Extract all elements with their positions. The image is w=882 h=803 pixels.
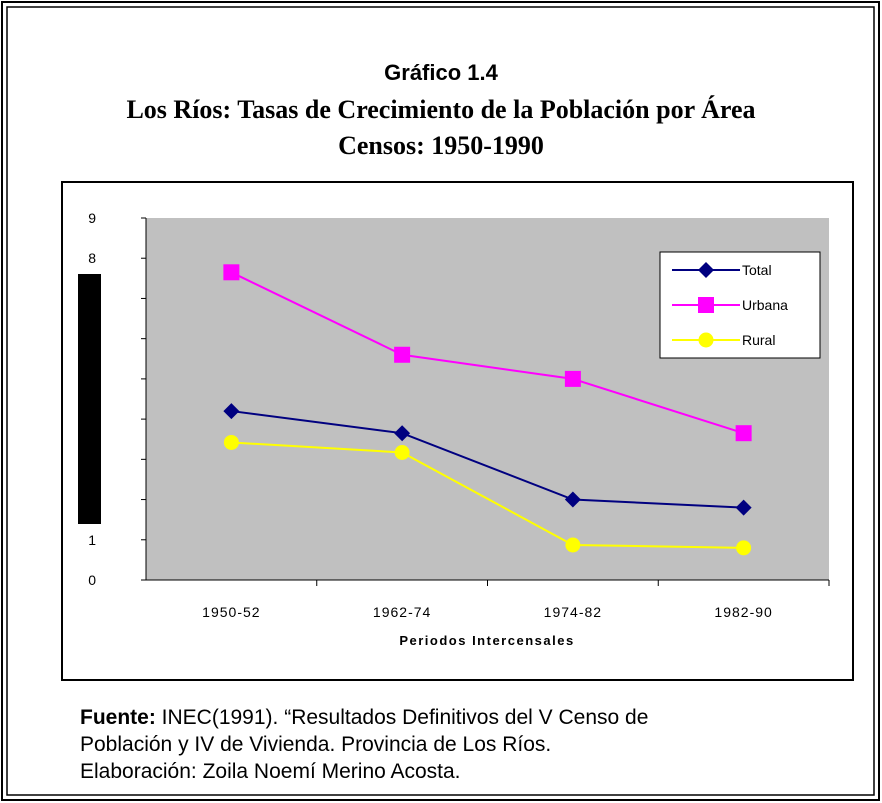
y-tick-label: 6 bbox=[88, 331, 96, 347]
data-point bbox=[394, 425, 411, 442]
data-point bbox=[564, 370, 581, 387]
x-tick-label: 1974-82 bbox=[544, 604, 602, 620]
data-point bbox=[735, 499, 752, 516]
source-label: Fuente: bbox=[80, 706, 156, 729]
legend-marker bbox=[698, 262, 714, 278]
chart-title: Gráfico 1.4 bbox=[384, 60, 498, 85]
chart-subtitle: Los Ríos: Tasas de Crecimiento de la Pob… bbox=[126, 95, 755, 124]
data-point bbox=[735, 425, 752, 442]
data-point bbox=[223, 403, 240, 420]
series-line bbox=[231, 410, 744, 509]
legend-marker bbox=[698, 297, 714, 313]
source-line: Población y IV de Vivienda. Provincia de… bbox=[80, 733, 551, 756]
legend-label: Rural bbox=[742, 332, 775, 348]
legend-label: Total bbox=[742, 262, 772, 278]
y-tick-label: 4 bbox=[88, 411, 96, 427]
y-tick-label: 3 bbox=[88, 451, 96, 467]
y-tick-label: 5 bbox=[88, 371, 96, 387]
y-tick-label: 8 bbox=[88, 250, 96, 266]
source-line: Elaboración: Zoila Noemí Merino Acosta. bbox=[80, 760, 461, 783]
y-tick-label: 7 bbox=[88, 290, 96, 306]
data-point bbox=[564, 491, 581, 508]
y-tick-label: 1 bbox=[88, 532, 96, 548]
chart-layer: 0 1 2 3 4 5 6 7 8 9 1950-52 1962-74 1974-82 1982-90 To… bbox=[88, 210, 830, 620]
legend-marker bbox=[698, 332, 714, 348]
series-line bbox=[230, 271, 744, 435]
x-axis-label: Periodos Intercensales bbox=[399, 633, 574, 648]
series-line bbox=[231, 441, 744, 549]
x-tick-label: 1950-52 bbox=[202, 604, 260, 620]
inner-border bbox=[6, 6, 875, 796]
x-tick-label: 1982-90 bbox=[714, 604, 772, 620]
data-point bbox=[565, 537, 581, 553]
chart-subtitle: Censos: 1950-1990 bbox=[338, 131, 544, 160]
data-point bbox=[394, 346, 411, 363]
y-tick-label: 0 bbox=[88, 572, 96, 588]
data-point bbox=[223, 434, 239, 450]
y-tick-label: 2 bbox=[88, 492, 96, 508]
data-point bbox=[223, 264, 240, 281]
source-line: Fuente: INEC(1991). “Resultados Definiti… bbox=[80, 706, 648, 729]
legend-label: Urbana bbox=[742, 297, 788, 313]
data-point bbox=[394, 444, 410, 460]
redacted-axis-label bbox=[78, 274, 101, 524]
x-tick-label: 1962-74 bbox=[373, 604, 431, 620]
source-text: INEC(1991). “Resultados Definitivos del … bbox=[156, 706, 649, 729]
data-point bbox=[736, 540, 752, 556]
y-tick-label: 9 bbox=[88, 210, 96, 226]
